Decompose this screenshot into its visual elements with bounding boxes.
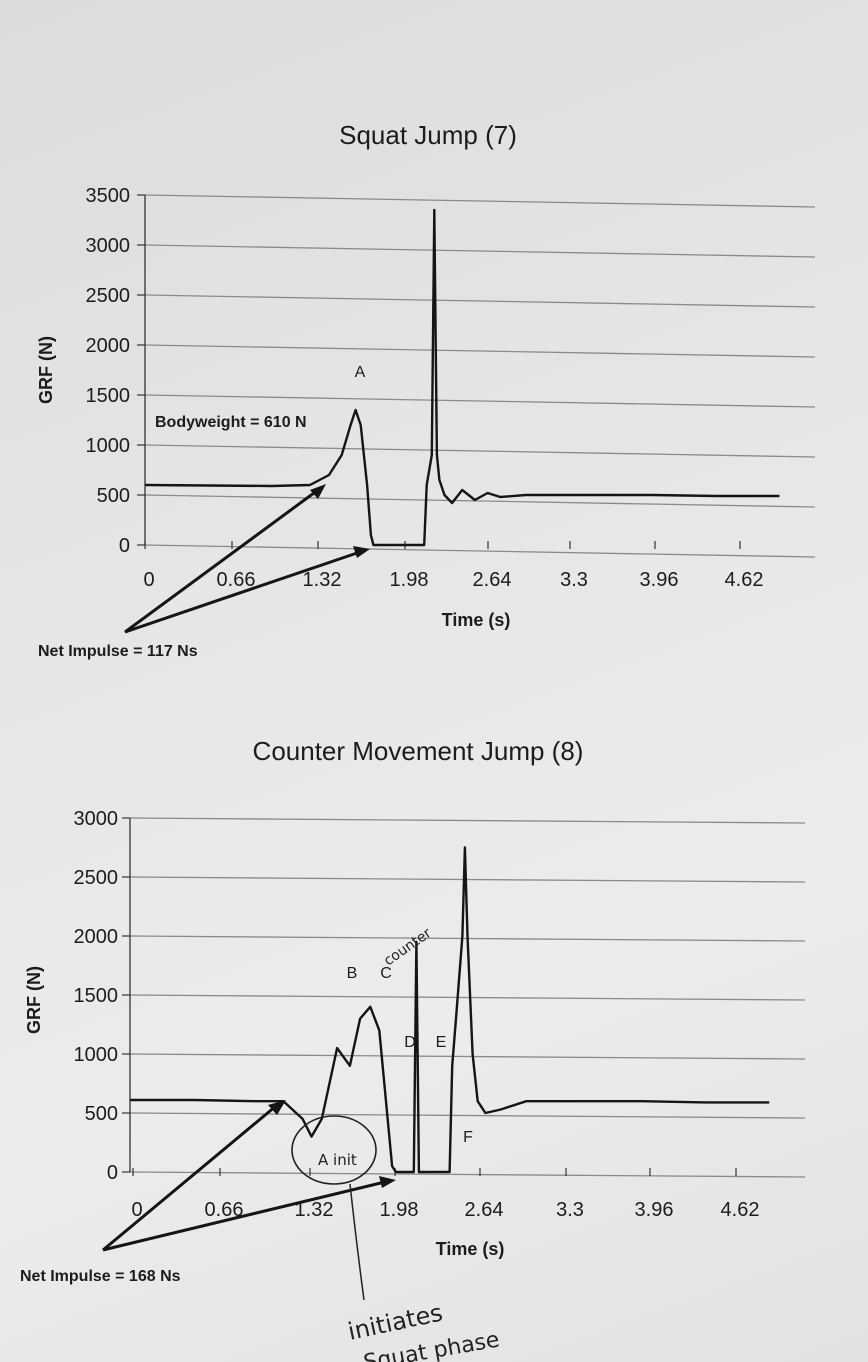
y-tick-label: 3500: [86, 185, 131, 207]
x-tick-label: 3.96: [635, 1199, 674, 1221]
grid-line: [129, 994, 806, 1001]
x-tick-label: 3.96: [640, 569, 679, 591]
x-tick-label: 0: [131, 1199, 142, 1221]
grf-series-line: [130, 846, 770, 1174]
y-axis-label: GRF (N): [36, 336, 56, 404]
chart-title: Squat Jump (7): [339, 120, 517, 150]
chart-title: Counter Movement Jump (8): [253, 736, 584, 766]
x-tick-label: 2.64: [473, 569, 512, 591]
grid-line: [144, 194, 816, 208]
y-tick-label: 0: [119, 535, 130, 557]
marker-b: B: [347, 965, 358, 982]
counter-movement-jump-chart: Counter Movement Jump (8) GRF (N) Time (…: [20, 736, 806, 1285]
grid-line: [144, 344, 816, 358]
y-tick-label: 500: [97, 485, 130, 507]
x-tick-label: 0.66: [205, 1199, 244, 1221]
x-tick-labels: 0 0.66 1.32 1.98 2.64 3.3 3.96 4.62: [143, 541, 763, 591]
y-tick-label: 0: [107, 1162, 118, 1184]
x-tick-label: 4.62: [721, 1199, 760, 1221]
x-tick-label: 2.64: [465, 1199, 504, 1221]
handwritten-counter: counter: [381, 925, 435, 969]
grid-line: [144, 394, 816, 408]
peak-label-a: A: [355, 364, 366, 381]
x-tick-label: 1.98: [380, 1199, 419, 1221]
x-axis-label: Time (s): [442, 610, 511, 630]
grid-line: [129, 1112, 806, 1119]
y-tick-labels: 3000 2500 2000 1500 1000 500 0: [74, 808, 119, 1184]
y-tick-label: 2500: [86, 285, 131, 307]
grf-series-line: [144, 208, 780, 547]
handwritten-pointer-line: [349, 1183, 365, 1301]
net-impulse-annotation: Net Impulse = 117 Ns: [38, 643, 198, 660]
grid-line: [144, 444, 816, 458]
marker-d: D: [404, 1034, 416, 1051]
marker-f: F: [463, 1129, 473, 1146]
x-tick-label: 0: [143, 569, 154, 591]
handwritten-a-init: A init: [318, 1151, 357, 1169]
bodyweight-annotation: Bodyweight = 610 N: [155, 414, 307, 431]
x-axis-label: Time (s): [436, 1239, 505, 1259]
y-tick-label: 2000: [74, 926, 119, 948]
handwritten-circle: [291, 1115, 377, 1185]
y-tick-labels: 3500 3000 2500 2000 1500 1000 500 0: [86, 185, 131, 557]
x-tick-label: 1.32: [295, 1199, 334, 1221]
y-tick-label: 500: [85, 1103, 118, 1125]
x-tick-label: 3.3: [560, 569, 588, 591]
x-tick-label: 4.62: [725, 569, 764, 591]
grid-line: [144, 244, 816, 258]
y-tick-label: 3000: [74, 808, 119, 830]
marker-e: E: [436, 1034, 447, 1051]
grid-line: [144, 544, 816, 558]
grid-line: [129, 1171, 806, 1178]
grid-line: [144, 494, 816, 508]
y-tick-label: 2000: [86, 335, 131, 357]
x-tick-label: 0.66: [217, 569, 256, 591]
x-tick-label: 1.32: [303, 569, 342, 591]
grid-lines: [137, 194, 816, 558]
grid-line: [129, 876, 806, 883]
net-impulse-annotation: Net Impulse = 168 Ns: [20, 1268, 181, 1285]
y-tick-label: 1500: [86, 385, 131, 407]
y-axis-label: GRF (N): [24, 966, 44, 1034]
y-tick-label: 1000: [86, 435, 131, 457]
grid-line: [129, 817, 806, 824]
y-tick-label: 3000: [86, 235, 131, 257]
x-tick-label: 1.98: [390, 569, 429, 591]
y-tick-label: 1000: [74, 1044, 119, 1066]
y-tick-label: 2500: [74, 867, 119, 889]
x-tick-label: 3.3: [556, 1199, 584, 1221]
marker-c: C: [380, 965, 392, 982]
grid-line: [129, 1053, 806, 1060]
grid-lines: [122, 817, 806, 1178]
squat-jump-chart: Squat Jump (7) GRF (N) Time (s) 3500 3000…: [36, 120, 816, 660]
x-tick-labels: 0 0.66 1.32 1.98 2.64 3.3 3.96 4.62: [131, 1168, 759, 1221]
impulse-arrows: [124, 484, 370, 634]
y-tick-label: 1500: [74, 985, 119, 1007]
impulse-arrows: [102, 1100, 396, 1252]
grid-line: [144, 294, 816, 308]
